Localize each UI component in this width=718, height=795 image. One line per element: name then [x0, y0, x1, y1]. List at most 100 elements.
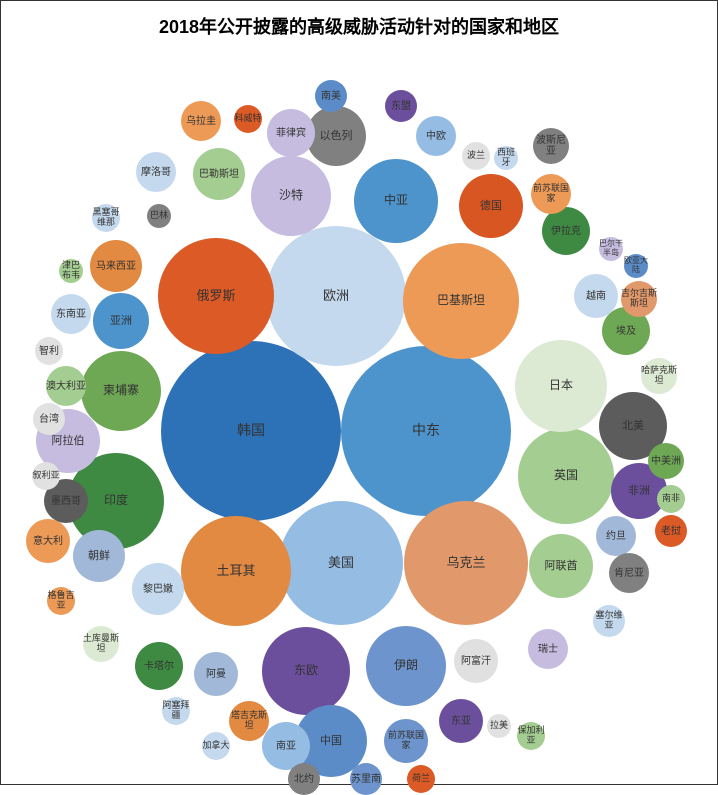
bubble-label: 亚洲 — [110, 315, 132, 327]
bubble: 中东 — [341, 346, 511, 516]
bubble: 东盟 — [385, 90, 417, 122]
bubble-label: 东盟 — [391, 101, 411, 112]
bubble-label: 肯尼亚 — [614, 568, 644, 579]
bubble: 日本 — [515, 340, 607, 432]
bubble-label: 伊朗 — [394, 659, 418, 672]
bubble: 肯尼亚 — [609, 553, 649, 593]
bubble: 南美 — [315, 80, 347, 112]
bubble-label: 俄罗斯 — [196, 289, 235, 303]
bubble-label: 朝鲜 — [88, 550, 110, 562]
bubble-label: 苏里南 — [351, 774, 381, 785]
bubble-label: 南非 — [662, 494, 680, 504]
bubble: 柬埔寨 — [81, 351, 161, 431]
bubble: 阿塞拜疆 — [162, 697, 190, 725]
bubble: 德国 — [459, 174, 523, 238]
bubble: 北约 — [288, 763, 320, 795]
bubble: 叙利亚 — [32, 462, 60, 490]
bubble-label: 中国 — [320, 735, 342, 747]
bubble: 阿曼 — [194, 652, 238, 696]
bubble-label: 吉尔吉斯斯坦 — [621, 289, 657, 309]
bubble-label: 韩国 — [237, 423, 265, 438]
bubble: 欧洲 — [266, 226, 406, 366]
bubble-label: 摩洛哥 — [141, 167, 171, 178]
bubble: 巴勒斯坦 — [193, 148, 245, 200]
bubble-label: 北约 — [294, 774, 314, 785]
bubble-label: 沙特 — [279, 189, 303, 202]
bubble: 瑞士 — [528, 629, 568, 669]
bubble-label: 黎巴嫩 — [143, 584, 173, 595]
bubble-label: 美国 — [328, 556, 354, 570]
bubble-label: 阿塞拜疆 — [162, 701, 190, 721]
bubble: 伊拉克 — [542, 207, 590, 255]
bubble-label: 塞尔维亚 — [593, 611, 625, 631]
bubble-label: 卡塔尔 — [144, 661, 174, 672]
bubble: 亚洲 — [93, 293, 149, 349]
bubble-label: 中亚 — [384, 194, 408, 207]
bubble: 前苏联国家 — [384, 719, 428, 763]
bubble-label: 土耳其 — [216, 564, 255, 578]
bubble: 沙特 — [251, 156, 331, 236]
bubble-label: 中欧 — [426, 131, 446, 142]
bubble: 前苏联国家 — [531, 174, 571, 214]
bubble: 美国 — [279, 501, 403, 625]
bubble-label: 瑞士 — [538, 644, 558, 655]
bubble-label: 巴勒斯坦 — [199, 169, 239, 180]
bubble-label: 德国 — [480, 200, 502, 212]
bubble-label: 西班牙 — [494, 148, 518, 168]
bubble: 巴基斯坦 — [403, 243, 519, 359]
bubble: 塞尔维亚 — [593, 605, 625, 637]
bubble: 巴尔干半岛 — [599, 237, 623, 261]
bubble-label: 约旦 — [606, 531, 626, 542]
bubble: 巴林 — [147, 204, 171, 228]
bubble-label: 意大利 — [33, 536, 63, 547]
bubble: 乌克兰 — [404, 501, 528, 625]
bubble: 以色列 — [306, 106, 366, 166]
bubble-label: 巴尔干半岛 — [599, 240, 623, 258]
bubble-label: 巴基斯坦 — [437, 294, 485, 307]
bubble: 阿富汗 — [454, 639, 498, 683]
bubble: 越南 — [574, 274, 618, 318]
bubble-label: 墨西哥 — [51, 496, 81, 507]
bubble: 老挝 — [655, 515, 687, 547]
bubble: 加拿大 — [202, 732, 230, 760]
bubble: 土耳其 — [181, 516, 291, 626]
title-text: 2018年公开披露的高级威胁活动针对的国家和地区 — [159, 17, 559, 37]
bubble: 荷兰 — [407, 765, 435, 793]
bubble-label: 格鲁吉亚 — [47, 591, 75, 611]
bubble-label: 阿曼 — [206, 669, 226, 680]
bubble: 马来西亚 — [90, 240, 142, 292]
bubble-label: 南美 — [321, 91, 341, 102]
bubble-label: 柬埔寨 — [103, 384, 139, 397]
bubble-label: 乌克兰 — [446, 556, 485, 570]
bubble: 摩洛哥 — [136, 152, 176, 192]
bubble: 中美洲 — [648, 443, 684, 479]
bubble: 苏里南 — [350, 763, 382, 795]
bubble-label: 东南亚 — [56, 309, 86, 320]
bubble-label: 马来西亚 — [96, 261, 136, 272]
bubble-label: 欧亚大陆 — [624, 257, 648, 275]
bubble: 保加利亚 — [517, 722, 545, 750]
bubble-label: 菲律宾 — [276, 128, 306, 139]
bubble: 西班牙 — [494, 146, 518, 170]
bubble-label: 智利 — [39, 346, 59, 357]
bubble: 英国 — [518, 428, 614, 524]
bubble-label: 阿拉伯 — [52, 435, 85, 447]
chart-title: 2018年公开披露的高级威胁活动针对的国家和地区 — [1, 13, 717, 39]
bubble: 台湾 — [33, 403, 65, 435]
bubble: 格鲁吉亚 — [47, 587, 75, 615]
bubble-label: 阿富汗 — [461, 656, 491, 667]
bubble: 东欧 — [262, 627, 350, 715]
bubble: 波兰 — [462, 142, 490, 170]
bubble-label: 中东 — [412, 423, 440, 438]
bubble: 东亚 — [439, 699, 483, 743]
bubble-label: 哈萨克斯坦 — [641, 366, 677, 386]
bubble-label: 越南 — [586, 291, 606, 302]
bubble-label: 波兰 — [467, 151, 485, 161]
bubble: 韩国 — [161, 341, 341, 521]
bubble-label: 老挝 — [661, 526, 681, 537]
bubble-label: 东亚 — [451, 716, 471, 727]
bubble: 波斯尼亚 — [533, 128, 569, 164]
bubble-label: 伊拉克 — [551, 226, 581, 237]
bubble: 中亚 — [354, 159, 438, 243]
bubble-label: 日本 — [549, 379, 573, 392]
